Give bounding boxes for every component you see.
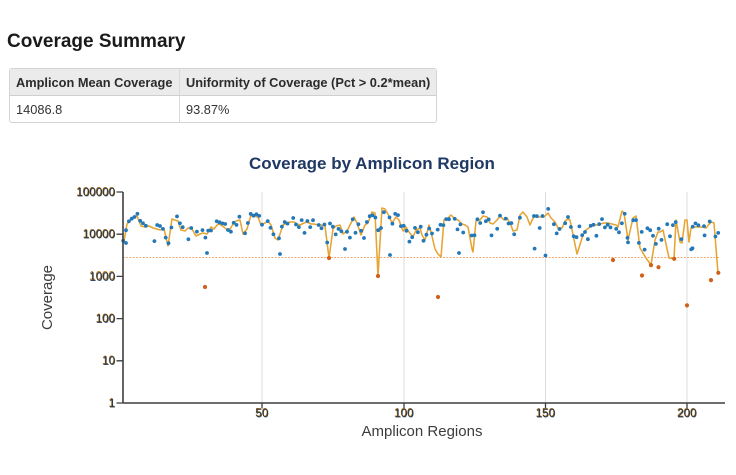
svg-text:100: 100	[96, 313, 115, 326]
svg-text:100: 100	[394, 407, 413, 420]
svg-text:150: 150	[536, 407, 555, 420]
svg-text:10: 10	[103, 355, 116, 368]
svg-text:10000: 10000	[83, 229, 115, 242]
svg-text:1000: 1000	[89, 270, 115, 283]
svg-text:100000: 100000	[77, 186, 116, 199]
svg-text:10: 10	[102, 355, 115, 368]
svg-text:100: 100	[394, 407, 413, 420]
svg-text:1: 1	[109, 397, 115, 410]
svg-text:1000: 1000	[90, 271, 116, 284]
svg-text:Coverage: Coverage	[39, 265, 56, 330]
svg-text:100000: 100000	[77, 186, 116, 199]
svg-text:200: 200	[678, 408, 697, 421]
svg-text:10000: 10000	[83, 228, 115, 241]
svg-text:1: 1	[109, 397, 115, 410]
svg-text:Amplicon Regions: Amplicon Regions	[362, 423, 483, 440]
svg-text:150: 150	[536, 408, 555, 421]
svg-text:10: 10	[102, 354, 115, 367]
svg-text:50: 50	[256, 408, 269, 421]
svg-text:50: 50	[256, 407, 269, 420]
svg-text:100: 100	[95, 312, 114, 325]
svg-text:10000: 10000	[83, 228, 115, 241]
svg-text:1000: 1000	[89, 270, 115, 283]
svg-text:200: 200	[677, 407, 696, 420]
svg-text:200: 200	[677, 407, 696, 420]
svg-text:100: 100	[395, 408, 414, 421]
svg-text:50: 50	[255, 407, 268, 420]
svg-text:150: 150	[535, 407, 554, 420]
svg-text:100: 100	[96, 313, 115, 326]
svg-text:1: 1	[108, 396, 114, 409]
svg-text:100000: 100000	[76, 185, 115, 198]
